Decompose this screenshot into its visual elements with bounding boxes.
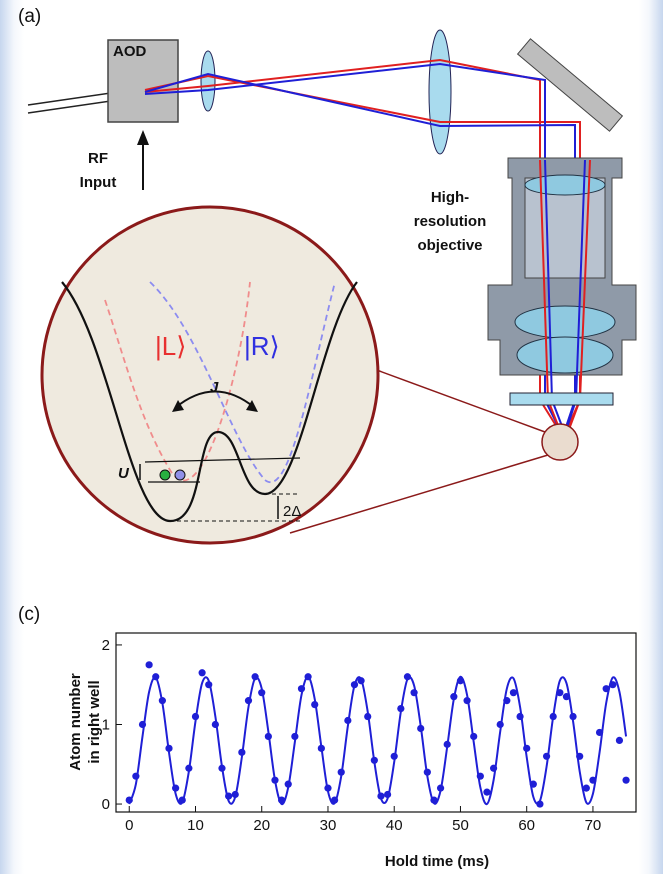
- y-axis-title: Atom number: [67, 673, 84, 771]
- x-tick-label: 20: [253, 817, 270, 834]
- page: (a) AOD RF Input High- resolution object…: [0, 0, 663, 874]
- objective-label: resolution: [414, 213, 487, 230]
- aod-label: AOD: [113, 43, 147, 60]
- right-state: |R⟩: [244, 331, 280, 361]
- y-tick-label: 1: [102, 716, 110, 733]
- data-point: [622, 777, 629, 784]
- objective-label: High-: [431, 189, 469, 206]
- double-well: [42, 207, 378, 543]
- x-tick-label: 0: [125, 817, 133, 834]
- input-label: Input: [80, 174, 117, 191]
- x-tick-label: 60: [518, 817, 535, 834]
- panel-label: (a): [18, 6, 41, 27]
- fit-line: [129, 677, 626, 804]
- data-point: [483, 789, 490, 796]
- y-axis-title: in right well: [86, 680, 103, 763]
- x-tick-label: 40: [386, 817, 403, 834]
- x-tick-label: 70: [585, 817, 602, 834]
- left-state: |L⟩: [155, 331, 186, 361]
- x-tick-label: 10: [187, 817, 204, 834]
- panel-label: (c): [18, 604, 40, 625]
- x-tick-label: 50: [452, 817, 469, 834]
- data-point: [146, 661, 153, 668]
- figure: (a) AOD RF Input High- resolution object…: [0, 0, 663, 874]
- x-tick-label: 30: [320, 817, 337, 834]
- objective-label: objective: [417, 237, 482, 254]
- offset-label: 2Δ: [283, 503, 301, 520]
- data-point: [616, 737, 623, 744]
- x-axis-title: Hold time (ms): [385, 853, 489, 870]
- y-tick-label: 2: [102, 637, 110, 654]
- data-point: [199, 669, 206, 676]
- y-tick-label: 0: [102, 796, 110, 813]
- interaction-label: U: [118, 465, 130, 482]
- rf-label: RF: [88, 150, 108, 167]
- plot-frame: [116, 633, 636, 812]
- tunneling-label: J: [210, 379, 219, 396]
